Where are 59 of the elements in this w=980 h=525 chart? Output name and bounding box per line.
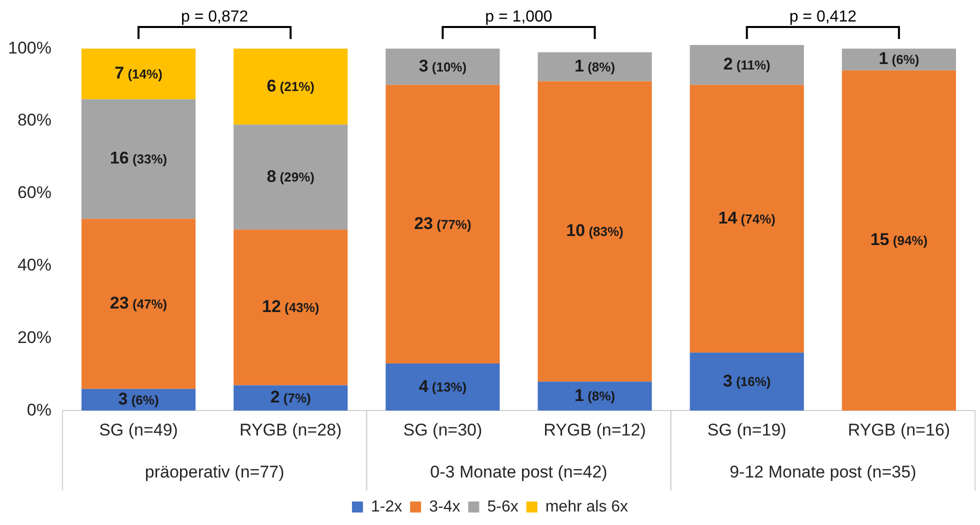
data-label: 7 (14%) [114, 64, 162, 83]
data-label: 1 (8%) [574, 56, 616, 76]
x-tick-label: RYGB (n=16) [848, 420, 950, 440]
data-label: 15 (94%) [870, 230, 928, 250]
data-label: 16 (33%) [110, 148, 168, 168]
bar [690, 352, 804, 411]
bar [386, 84, 500, 364]
text: p = 0,872 [180, 8, 248, 26]
y-tick-label: 100% [8, 38, 52, 58]
bar [538, 81, 652, 382]
bar [842, 70, 956, 411]
y-tick-label: 0% [26, 400, 52, 420]
x-tick-label: SG (n=49) [99, 420, 178, 440]
data-label: 8 (29%) [266, 166, 314, 186]
bar [690, 84, 804, 353]
data-label: 3 (16%) [723, 371, 771, 390]
bar [538, 52, 652, 82]
data-label: 23 (77%) [414, 214, 472, 233]
x-tick-label: SG (n=19) [707, 420, 786, 440]
legend-label: 3-4x [429, 498, 460, 516]
data-label: 2 (7%) [270, 388, 311, 407]
data-label: 12 (43%) [262, 297, 320, 316]
x-tick-label: RYGB (n=12) [544, 420, 646, 440]
data-label: 4 (13%) [418, 376, 467, 396]
y-tick-label: 40% [17, 255, 52, 274]
bar [81, 48, 196, 100]
bar [538, 382, 652, 411]
bar [386, 48, 500, 85]
bar [234, 385, 348, 411]
bar [386, 364, 500, 411]
bar [234, 230, 348, 386]
text: p = 0,412 [789, 8, 857, 26]
legend-label: 1-2x [370, 498, 402, 516]
data-label: 3 (10%) [418, 56, 467, 76]
x-tick-label: SG (n=30) [403, 420, 482, 440]
text: 0-3 Monate post (n=42) [430, 462, 608, 482]
data-label: 23 (47%) [110, 294, 168, 313]
text: 9-12 Monate post (n=35) [730, 462, 916, 482]
bar [842, 48, 956, 70]
bar [234, 124, 348, 230]
bar [690, 45, 804, 85]
x-tick-label: RYGB (n=28) [240, 420, 342, 440]
bar [81, 218, 196, 389]
bar [234, 48, 348, 125]
data-label: 1 (6%) [878, 49, 920, 68]
y-tick-label: 20% [17, 328, 52, 347]
data-label: 2 (11%) [723, 54, 770, 74]
y-tick-label: 80% [17, 110, 52, 130]
data-label: 3 (6%) [118, 389, 159, 408]
text: präoperativ (n=77) [144, 462, 284, 482]
legend-label: 5-6x [487, 498, 518, 516]
y-tick-label: 60% [17, 183, 52, 202]
bar [81, 99, 196, 219]
data-label: 1 (8%) [574, 386, 616, 405]
text: p = 1,000 [485, 8, 552, 26]
data-label: 14 (74%) [718, 208, 776, 228]
data-label: 10 (83%) [566, 221, 624, 240]
data-label: 6 (21%) [266, 76, 314, 96]
legend-label: mehr als 6x [545, 498, 628, 516]
